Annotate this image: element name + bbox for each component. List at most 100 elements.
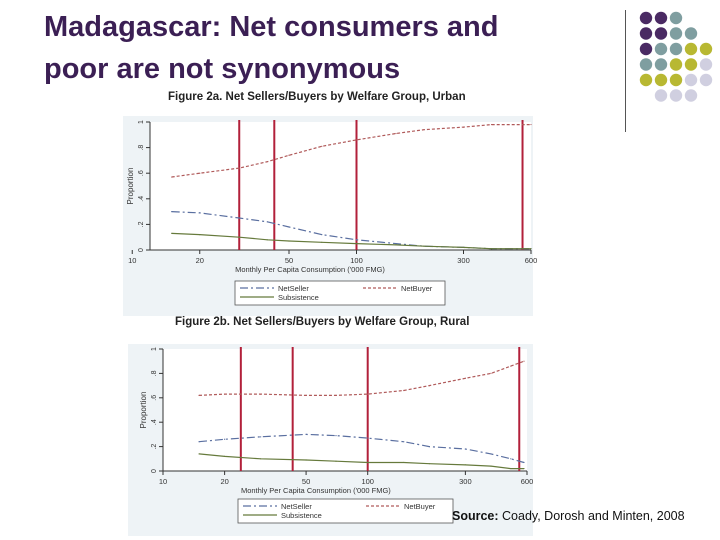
plot-area: [150, 122, 531, 250]
y-tick-label: .2: [138, 221, 145, 227]
title-divider: [625, 10, 626, 132]
data-point: [171, 232, 173, 234]
chart-urban-title: Figure 2a. Net Sellers/Buyers by Welfare…: [168, 91, 466, 103]
data-point: [367, 437, 369, 439]
data-point: [198, 453, 200, 455]
data-point: [266, 221, 268, 223]
series-line: [198, 433, 525, 464]
data-point: [464, 377, 466, 379]
data-point: [367, 461, 369, 464]
series-netbuyer: [171, 123, 532, 178]
data-point: [355, 239, 358, 241]
source-note: Source: Coady, Dorosh and Minten, 2008: [452, 509, 685, 523]
y-tick-label: .4: [138, 196, 145, 202]
x-tick-label: 100: [350, 256, 363, 265]
legend-label: NetBuyer: [401, 284, 433, 293]
decorative-dot: [669, 42, 683, 56]
slide-title-line2: poor are not synonymous: [44, 53, 401, 85]
y-tick-label: .6: [151, 395, 158, 401]
data-point: [395, 244, 397, 246]
data-point: [423, 129, 425, 131]
data-point: [305, 459, 307, 461]
data-point: [224, 455, 226, 457]
x-tick-label: 600: [521, 477, 534, 486]
data-point: [490, 465, 492, 467]
series-line: [198, 453, 524, 470]
decorative-dot: [654, 58, 668, 71]
data-point: [224, 438, 226, 440]
data-point: [523, 467, 525, 470]
legend-label: Subsistence: [281, 511, 322, 520]
decorative-dot: [699, 42, 713, 56]
x-axis-label: Monthly Per Capita Consumption ('000 FMG…: [241, 486, 391, 495]
data-point: [321, 145, 323, 147]
legend-label: NetBuyer: [404, 502, 436, 511]
data-point: [462, 126, 465, 128]
data-point: [238, 217, 240, 219]
data-point: [523, 360, 525, 362]
data-point: [335, 435, 337, 437]
decorative-dot: [669, 27, 683, 40]
data-point: [266, 239, 268, 241]
decorative-dot: [639, 73, 653, 87]
decorative-dot: [639, 11, 653, 25]
data-point: [403, 461, 405, 464]
data-point: [464, 464, 466, 466]
decorative-dot: [699, 58, 713, 71]
data-point: [490, 372, 492, 374]
legend: NetSeller NetBuyer Subsistence: [237, 498, 454, 524]
data-point: [395, 132, 397, 135]
data-point: [288, 226, 290, 228]
data-point: [490, 248, 493, 250]
decorative-dot: [684, 42, 698, 56]
x-tick-label: 10: [128, 256, 136, 265]
data-point: [305, 433, 307, 435]
series-line: [171, 232, 531, 250]
y-tick-label: .2: [151, 444, 158, 450]
decorative-dot: [639, 27, 653, 40]
data-point: [199, 172, 201, 174]
data-point: [510, 467, 512, 470]
data-point: [266, 161, 268, 163]
decorative-dot: [669, 89, 683, 102]
decorative-dot: [684, 73, 698, 87]
y-tick-label: .4: [151, 419, 158, 425]
x-tick-label: 300: [457, 256, 470, 265]
x-tick-label: 600: [525, 256, 538, 265]
x-axis-label: Monthly Per Capita Consumption ('000 FMG…: [235, 265, 385, 274]
data-point: [523, 461, 525, 464]
slide-title-line1: Madagascar: Net consumers and: [44, 11, 499, 43]
y-tick-label: 0: [138, 248, 145, 252]
series-subsistence: [171, 232, 532, 250]
decorative-dot: [654, 42, 668, 56]
series-line: [171, 123, 531, 178]
decorative-dot: [669, 73, 683, 87]
decorative-dot: [654, 73, 668, 87]
source-label: Source:: [452, 509, 499, 523]
slide-title: Madagascar: Net consumers and poor are n…: [44, 6, 624, 90]
decorative-dot: [654, 89, 668, 102]
data-point: [288, 240, 290, 242]
data-point: [335, 394, 337, 396]
legend-box: [237, 498, 454, 524]
decorative-dot: [684, 89, 698, 102]
chart-urban-plot: 0 .2 .4 .6 .8 1 Proportion 10 20 50 100 300 600 Month…: [123, 116, 538, 316]
series-netseller: [198, 433, 525, 464]
decorative-dot: [654, 27, 668, 40]
y-tick-label: 1: [151, 347, 158, 351]
y-axis-label: Proportion: [139, 392, 148, 429]
y-tick-label: .6: [138, 170, 145, 176]
data-point: [238, 167, 240, 169]
decorative-dot: [639, 58, 653, 71]
series-line: [198, 360, 525, 397]
chart-urban: Figure 2a. Net Sellers/Buyers by Welfare…: [120, 88, 540, 318]
decorative-dot-grid: [639, 11, 713, 102]
decorative-dot: [669, 58, 683, 71]
data-point: [321, 234, 323, 236]
data-point: [462, 246, 465, 249]
data-point: [321, 241, 323, 243]
data-point: [260, 393, 262, 395]
data-point: [305, 394, 307, 396]
x-tick-label: 100: [361, 477, 374, 486]
chart-rural: Figure 2b. Net Sellers/Buyers by Welfare…: [120, 310, 540, 538]
